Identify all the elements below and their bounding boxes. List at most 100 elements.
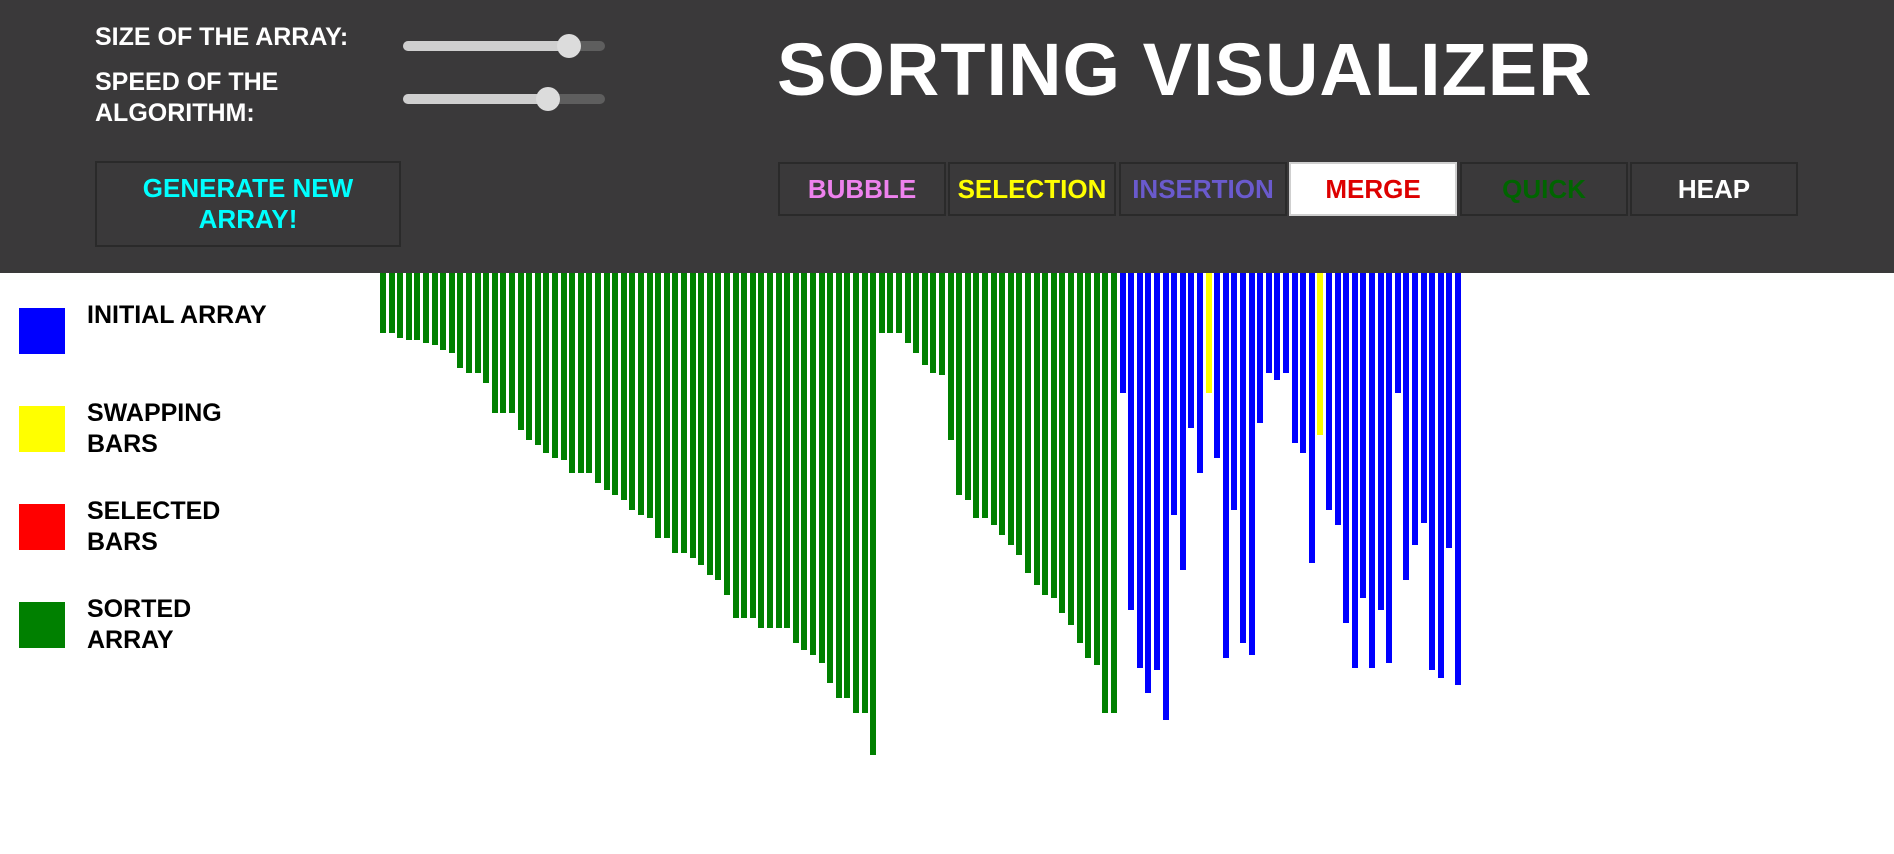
array-bar [552,273,558,458]
array-bar [1179,273,1186,570]
array-bar [517,273,524,430]
array-bar [732,273,739,618]
array-bar [1214,273,1221,458]
array-bar [810,273,816,655]
algorithm-speed-slider-fill [403,94,549,104]
array-bar [758,273,765,628]
array-bar [1068,273,1074,625]
legend-item: INITIAL ARRAY [19,301,279,378]
array-bar [672,273,679,553]
array-bar [1248,273,1255,655]
array-bar [638,273,644,515]
array-bar [1188,273,1195,428]
array-bar [913,273,920,353]
array-bar [878,273,885,333]
array-bar [887,273,894,333]
array-bar [1283,273,1289,373]
array-bar [947,273,954,440]
array-bar [466,273,472,373]
array-bar [1162,273,1169,720]
array-bar [509,273,515,413]
array-bar [431,273,438,345]
legend-item: SWAPPING BARS [19,399,279,476]
array-bar [1326,273,1332,510]
array-bar [1119,273,1126,393]
legend-label: SELECTED BARS [87,497,221,556]
array-bar [1360,273,1367,598]
generate-new-array-button[interactable]: GENERATE NEW ARRAY! [95,161,401,247]
array-bar [1265,273,1272,373]
array-bar [474,273,481,373]
array-bar [1136,273,1143,668]
array-bar [1394,273,1401,393]
algorithm-button-bubble[interactable]: BUBBLE [778,162,946,216]
array-bar [1128,273,1135,610]
legend-item: SELECTED BARS [19,497,279,574]
array-bar [741,273,748,618]
array-bar [715,273,722,580]
legend-swatch [19,308,65,354]
array-size-label: SIZE OF THE ARRAY: [95,23,349,51]
array-bar [990,273,997,525]
array-bar [698,273,705,565]
array-bar [939,273,945,375]
array-bar [921,273,928,365]
array-bar [1377,273,1384,610]
array-bar [543,273,550,453]
array-bar [1042,273,1049,595]
array-bar [1437,273,1444,678]
array-bar [448,273,455,353]
array-bar [1025,273,1031,573]
array-bar [792,273,799,643]
array-bar [1308,273,1315,563]
array-size-slider-thumb[interactable] [556,34,581,58]
array-bar [1455,273,1461,685]
legend-swatch [19,406,65,452]
algorithm-button-selection[interactable]: SELECTION [948,162,1116,216]
array-bar [1145,273,1152,693]
array-bar [749,273,756,618]
array-bar [706,273,713,575]
array-bar [784,273,791,628]
array-bar [1386,273,1393,663]
array-bar [1240,273,1246,643]
array-bar [1300,273,1307,453]
page-title: SORTING VISUALIZER [777,28,1593,111]
array-bar [414,273,421,340]
algorithm-button-heap[interactable]: HEAP [1630,162,1798,216]
legend-swatch [19,504,65,550]
array-bar [1154,273,1160,670]
array-bar [603,273,610,490]
array-bar [457,273,464,368]
array-bar [483,273,490,383]
array-bar [1420,273,1427,523]
array-bar [930,273,937,373]
array-bar [569,273,576,473]
array-bar [1033,273,1040,585]
array-bar [1343,273,1350,623]
algorithm-button-merge[interactable]: MERGE [1289,162,1457,216]
array-bar [663,273,670,538]
algorithm-speed-slider-thumb[interactable] [536,87,561,111]
algorithm-button-insertion[interactable]: INSERTION [1119,162,1287,216]
array-bar [1007,273,1014,545]
array-bar [1171,273,1178,515]
array-bar [388,273,395,333]
array-bar [861,273,868,713]
array-bar [1093,273,1100,665]
array-bar [1291,273,1298,443]
array-bar [818,273,825,663]
algorithm-button-quick[interactable]: QUICK [1460,162,1628,216]
array-bar [397,273,404,338]
array-bar [689,273,696,558]
array-size-slider[interactable] [403,34,605,58]
array-bar [1085,273,1092,658]
array-bar [423,273,429,343]
array-bar [835,273,842,698]
array-bar [577,273,584,473]
array-bar [629,273,636,510]
legend-swatch [19,602,65,648]
array-bar [491,273,498,413]
array-bar [844,273,851,698]
algorithm-speed-slider[interactable] [403,87,605,111]
